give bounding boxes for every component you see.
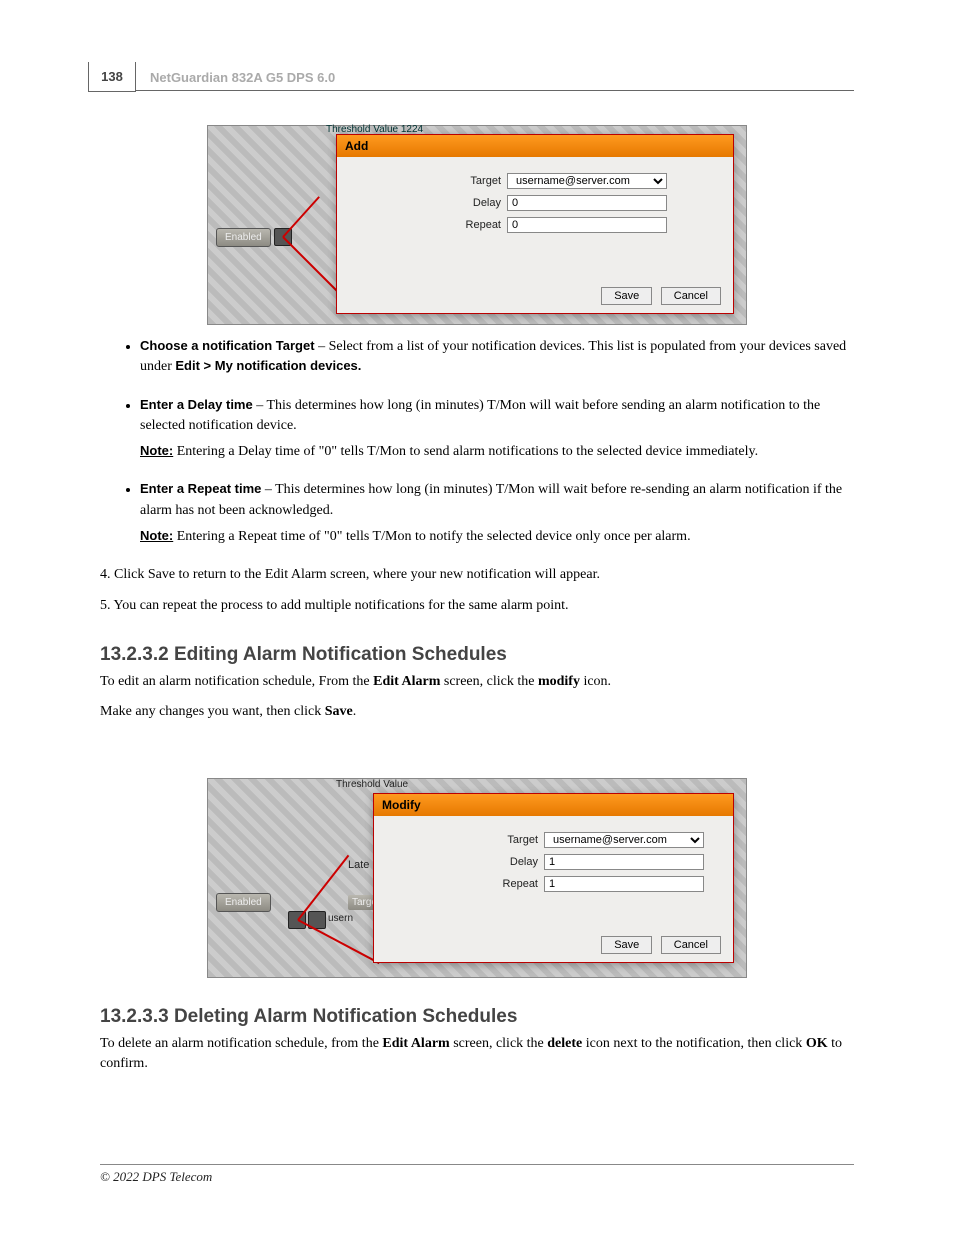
delay-label: Delay [351, 197, 501, 209]
figure-add-dialog: Threshold Value 1224 Enabled Add Target … [207, 125, 747, 325]
modify-icon-button[interactable] [288, 911, 306, 929]
config-bullets: Choose a notification Target – Select fr… [100, 337, 854, 547]
target-select-2[interactable]: username@server.com [544, 832, 704, 848]
section-delete-title: 13.2.3.3 Deleting Alarm Notification Sch… [100, 1006, 854, 1028]
fig2-usern-text: usern [328, 913, 353, 924]
bullet-target: Choose a notification Target – Select fr… [140, 337, 854, 378]
bullet-repeat: Enter a Repeat time – This determines ho… [140, 480, 854, 547]
enabled-pill: Enabled [216, 228, 271, 247]
footer-copyright: © 2022 DPS Telecom [100, 1169, 212, 1185]
target-label: Target [351, 175, 501, 187]
cancel-button-2[interactable]: Cancel [661, 936, 721, 954]
delay-input-2[interactable] [544, 854, 704, 870]
delay-label-2: Delay [388, 856, 538, 868]
save-button-2[interactable]: Save [601, 936, 652, 954]
target-label-2: Target [388, 834, 538, 846]
cancel-button[interactable]: Cancel [661, 287, 721, 305]
fig2-late-text: Late [348, 859, 369, 871]
repeat-label-2: Repeat [388, 878, 538, 890]
modify-dialog: Modify Target username@server.com Delay … [373, 793, 734, 963]
dialog-title-modify: Modify [374, 794, 733, 816]
repeat-input-2[interactable] [544, 876, 704, 892]
header-title: NetGuardian 832A G5 DPS 6.0 [150, 70, 335, 85]
section-edit-para2: Make any changes you want, then click Sa… [100, 702, 854, 722]
fig2-threshold-text: Threshold Value [336, 779, 408, 790]
repeat-input[interactable] [507, 217, 667, 233]
footer-rule [100, 1164, 854, 1165]
add-dialog: Add Target username@server.com Delay Rep… [336, 134, 734, 314]
section-edit-para1: To edit an alarm notification schedule, … [100, 672, 854, 692]
delete-icon-button[interactable] [308, 911, 326, 929]
add-icon-button[interactable] [274, 228, 292, 246]
dialog-title: Add [337, 135, 733, 157]
save-button[interactable]: Save [601, 287, 652, 305]
delay-input[interactable] [507, 195, 667, 211]
section-delete-para: To delete an alarm notification schedule… [100, 1034, 854, 1075]
header-rule [136, 90, 854, 91]
enabled-pill-2: Enabled [216, 893, 271, 912]
figure-modify-dialog: Threshold Value Late Enabled Targe usern… [207, 778, 747, 978]
repeat-label: Repeat [351, 219, 501, 231]
bullet-delay: Enter a Delay time – This determines how… [140, 396, 854, 463]
step-5: 5. You can repeat the process to add mul… [100, 596, 854, 616]
section-edit-title: 13.2.3.2 Editing Alarm Notification Sche… [100, 644, 854, 666]
step-4: 4. Click Save to return to the Edit Alar… [100, 565, 854, 585]
page-number-box: 138 [88, 62, 136, 92]
target-select[interactable]: username@server.com [507, 173, 667, 189]
